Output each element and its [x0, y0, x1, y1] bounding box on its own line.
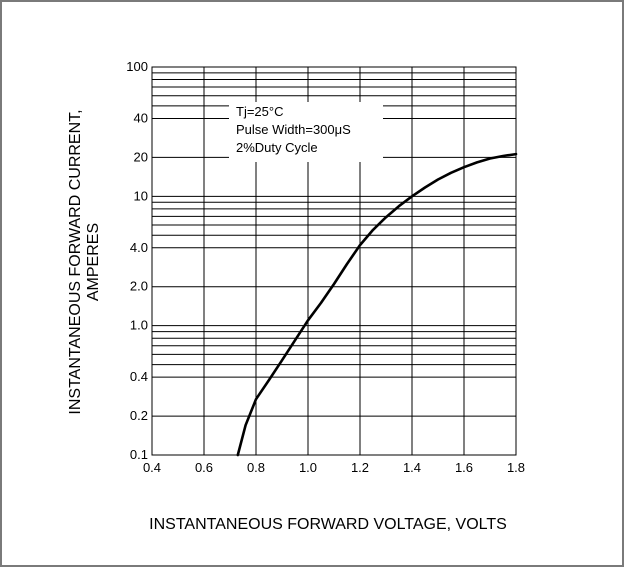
x-tick-label: 1.6 — [455, 460, 473, 475]
annotation-line-2: Pulse Width=300μS — [236, 122, 351, 137]
annotation-background — [229, 102, 383, 162]
x-tick-label: 1.0 — [299, 460, 317, 475]
x-tick-label: 1.8 — [507, 460, 525, 475]
y-tick-label: 0.4 — [130, 369, 148, 384]
y-tick-label: 0.1 — [130, 447, 148, 462]
y-axis-label-line-1: INSTANTANEOUS FORWARD CURRENT, — [67, 109, 84, 414]
x-tick-label: 0.4 — [143, 460, 161, 475]
y-tick-label: 40 — [134, 110, 148, 125]
y-axis-label-line-2: AMPERES — [85, 223, 102, 301]
x-tick-label: 1.2 — [351, 460, 369, 475]
series-curve — [236, 152, 518, 457]
annotation-line-3: 2%Duty Cycle — [236, 140, 318, 155]
x-axis-label: INSTANTANEOUS FORWARD VOLTAGE, VOLTS — [149, 516, 507, 533]
x-tick-label: 0.6 — [195, 460, 213, 475]
y-tick-labels: 100 40 20 10 4.0 2.0 1.0 0.4 0.2 0.1 — [126, 59, 148, 462]
y-tick-label: 1.0 — [130, 318, 148, 333]
y-tick-label: 2.0 — [130, 279, 148, 294]
x-tick-labels: 0.4 0.6 0.8 1.0 1.2 1.4 1.6 1.8 — [143, 460, 525, 475]
annotation-line-1: Tj=25°C — [236, 104, 283, 119]
y-tick-label: 20 — [134, 149, 148, 164]
y-tick-label: 100 — [126, 59, 148, 74]
y-tick-label: 4.0 — [130, 240, 148, 255]
y-tick-label: 10 — [134, 188, 148, 203]
y-tick-label: 0.2 — [130, 408, 148, 423]
plot-border — [151, 66, 517, 456]
x-tick-label: 1.4 — [403, 460, 421, 475]
x-tick-label: 0.8 — [247, 460, 265, 475]
